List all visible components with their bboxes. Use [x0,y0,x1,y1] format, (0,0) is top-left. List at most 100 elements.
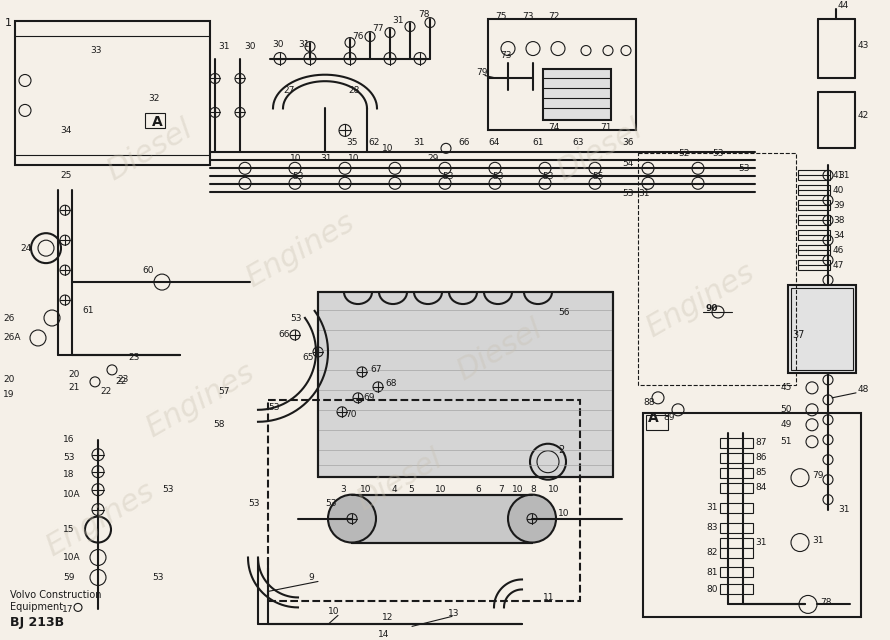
Text: 34: 34 [833,230,845,239]
Circle shape [305,42,315,52]
Text: 73: 73 [522,12,533,21]
Text: Diesel: Diesel [352,444,448,516]
Bar [638,154,796,385]
Text: 7: 7 [498,485,504,494]
Text: 80: 80 [707,585,718,594]
Circle shape [154,274,170,290]
Text: 26A: 26A [3,333,20,342]
Text: 21: 21 [68,383,79,392]
Bar [788,285,856,373]
Text: 39: 39 [833,201,845,210]
Text: 27: 27 [283,86,295,95]
Text: 84: 84 [755,483,766,492]
Text: 53: 53 [292,172,303,180]
Text: 14: 14 [378,630,390,639]
Text: 52: 52 [678,149,690,158]
Text: 88: 88 [643,398,654,407]
Text: 34: 34 [60,126,71,135]
Text: 53: 53 [622,189,634,198]
Text: 6: 6 [475,485,481,494]
Text: 8: 8 [530,485,536,494]
Text: A: A [152,115,163,129]
Text: 26: 26 [3,314,14,323]
Text: 58: 58 [213,420,224,429]
Bar [798,215,830,225]
Text: 9: 9 [308,573,314,582]
Text: 49: 49 [781,420,792,429]
Text: 53: 53 [325,499,336,508]
Text: 10: 10 [435,485,447,494]
Text: 64: 64 [488,138,499,147]
Text: 75: 75 [495,12,506,21]
Text: 3: 3 [340,485,345,494]
Text: 61: 61 [82,305,93,314]
Bar [720,438,753,448]
Text: 33: 33 [90,46,101,55]
Circle shape [551,42,565,56]
Text: 10: 10 [548,485,560,494]
Text: Volvo Construction: Volvo Construction [10,591,101,600]
Text: 36: 36 [622,138,634,147]
Bar [720,468,753,477]
Text: 10: 10 [290,154,302,163]
Text: Diesel: Diesel [552,115,648,186]
Text: A: A [648,411,659,425]
Text: Equipment: Equipment [10,602,63,612]
Circle shape [501,42,515,56]
Circle shape [385,28,395,38]
Text: 90: 90 [705,303,717,312]
Text: 67: 67 [370,365,382,374]
Text: 18: 18 [63,470,75,479]
Bar [720,523,753,532]
Bar [720,502,753,513]
Text: 55: 55 [592,172,603,180]
Text: 69: 69 [363,394,375,403]
Text: 31: 31 [707,503,718,512]
Text: 24: 24 [20,244,31,253]
Text: Engines: Engines [240,207,360,293]
Text: 60: 60 [142,266,153,275]
Text: 53: 53 [162,485,174,494]
Bar [268,400,580,602]
Circle shape [365,31,375,42]
Text: 59: 59 [63,573,75,582]
Text: 35: 35 [346,138,358,147]
Text: 31: 31 [413,138,425,147]
Text: 13: 13 [448,609,459,618]
Text: 78: 78 [820,598,831,607]
Text: 53: 53 [738,164,749,173]
Bar [720,568,753,577]
Text: 10: 10 [328,607,339,616]
Circle shape [405,22,415,31]
Text: 31: 31 [320,154,331,163]
Bar [488,19,636,131]
Text: 44: 44 [838,1,849,10]
Text: 15: 15 [63,525,75,534]
Text: 22: 22 [115,378,126,387]
Text: 32: 32 [148,94,159,103]
Bar [798,230,830,240]
Text: 19: 19 [3,390,14,399]
Text: 53: 53 [63,453,75,462]
Bar [791,288,853,370]
Bar [646,415,668,430]
Text: 10A: 10A [63,490,81,499]
Text: 46: 46 [833,246,845,255]
Text: 73: 73 [500,51,512,60]
Text: 51: 51 [781,437,792,446]
Bar [643,413,861,618]
Text: 4: 4 [392,485,398,494]
Text: 82: 82 [707,548,718,557]
Text: 10: 10 [348,154,360,163]
Bar [798,170,830,180]
Text: 20: 20 [3,376,14,385]
Text: 47: 47 [833,260,845,269]
Text: Engines: Engines [641,257,759,343]
Text: 20: 20 [68,371,79,380]
Text: 31: 31 [218,42,230,51]
Text: Diesel: Diesel [452,314,548,386]
Text: 43: 43 [858,41,870,50]
Text: 76: 76 [352,32,363,41]
Text: Engines: Engines [141,357,259,442]
Bar [720,452,753,463]
